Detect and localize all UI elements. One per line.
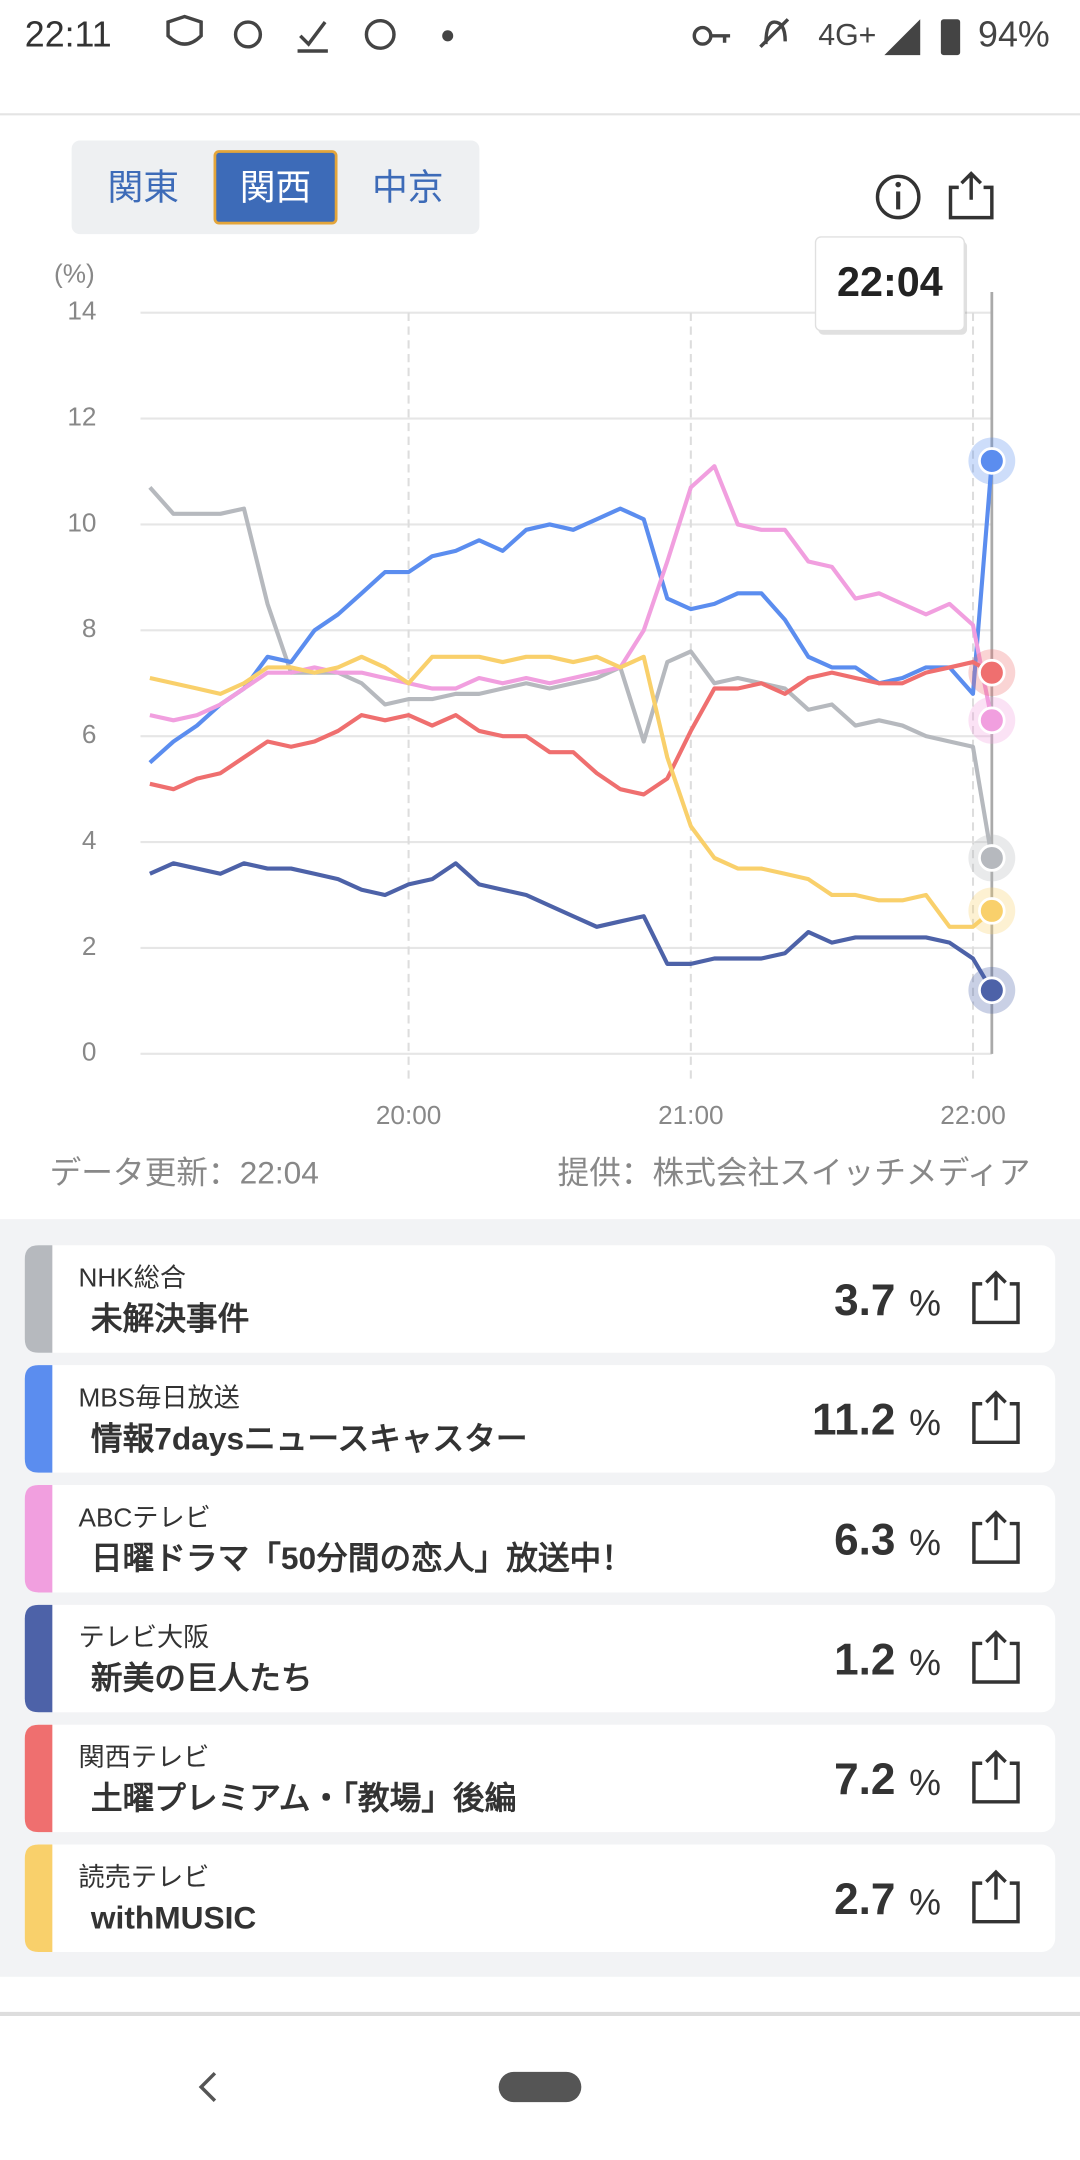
- status-battery: 94%: [978, 15, 1050, 55]
- tab-label[interactable]: 中京: [372, 168, 444, 208]
- update-time: データ更新：22:04: [50, 1154, 319, 1190]
- station-name: MBS毎日放送: [79, 1382, 240, 1412]
- tooltip: [814, 236, 965, 332]
- series-line: [149, 464, 994, 723]
- y-tick-label: 4: [82, 825, 97, 855]
- y-axis-label: (%): [54, 258, 95, 288]
- card: [24, 1245, 1056, 1353]
- status-dot: [442, 30, 454, 42]
- end-marker: [978, 658, 1006, 687]
- card-share[interactable]: [972, 1869, 1020, 1924]
- station-name: テレビ大阪: [79, 1622, 210, 1652]
- y-tick-label: 6: [82, 719, 97, 749]
- rating-value: 2.7: [834, 1875, 895, 1924]
- info-button[interactable]: [875, 174, 921, 220]
- color-bar: [24, 1724, 53, 1833]
- station-name: 関西テレビ: [79, 1742, 210, 1772]
- provider: 提供：株式会社スイッチメディア: [558, 1154, 1031, 1190]
- channel-card[interactable]: 読売テレビ withMUSIC 2.7%: [24, 1844, 1056, 1952]
- card-share[interactable]: [972, 1510, 1020, 1564]
- rating-unit: %: [909, 1403, 941, 1443]
- color-bar: [24, 1844, 53, 1952]
- program-title: 土曜プレミアム・「教場」後編: [91, 1780, 516, 1816]
- end-marker: [978, 447, 1006, 475]
- rating-value: 3.7: [834, 1276, 895, 1325]
- tab-label[interactable]: 関東: [107, 168, 179, 208]
- series-line: [149, 659, 993, 797]
- status-right-icons: [692, 18, 790, 49]
- y-tick-label: 0: [82, 1037, 97, 1067]
- nav-home[interactable]: [498, 2071, 582, 2103]
- color-bar: [24, 1604, 53, 1713]
- card: [24, 1724, 1056, 1833]
- y-tick-label: 12: [67, 401, 96, 431]
- rating-value: 11.2: [812, 1396, 895, 1445]
- color-bar: [24, 1365, 53, 1473]
- end-marker: [978, 844, 1006, 872]
- share-button[interactable]: [948, 171, 994, 220]
- y-tick-label: 8: [82, 613, 97, 643]
- card-share[interactable]: [972, 1390, 1020, 1445]
- card: [24, 1485, 1056, 1593]
- color-bar: [24, 1485, 53, 1593]
- series-line: [148, 460, 994, 765]
- station-name: ABCテレビ: [79, 1502, 211, 1532]
- status-time: 22:11: [25, 15, 112, 55]
- rating-unit: %: [909, 1523, 941, 1563]
- nav-back[interactable]: [198, 2071, 217, 2102]
- card: [24, 1365, 1056, 1473]
- card: [24, 1844, 1056, 1952]
- series-line: [149, 861, 994, 992]
- program-title: 情報7daysニュースキャスター: [91, 1420, 528, 1456]
- card-share[interactable]: [972, 1629, 1020, 1684]
- y-tick-label: 10: [67, 507, 96, 537]
- status-icons: [166, 14, 396, 53]
- program-title: 日曜ドラマ「50分間の恋人」放送中！: [91, 1540, 633, 1576]
- series-line: [149, 654, 994, 929]
- rating-value: 7.2: [834, 1755, 895, 1804]
- rating-unit: %: [909, 1763, 941, 1803]
- tab-label[interactable]: 関西: [240, 168, 312, 208]
- y-tick-label: 2: [82, 931, 97, 961]
- end-marker: [978, 897, 1006, 925]
- color-bar: [24, 1245, 53, 1353]
- y-tick-label: 14: [67, 296, 96, 326]
- program-title: 新美の巨人たち: [91, 1660, 313, 1696]
- rating-value: 1.2: [834, 1635, 895, 1684]
- program-title: withMUSIC: [90, 1900, 256, 1936]
- tab-selected[interactable]: [213, 150, 338, 225]
- end-marker: [978, 706, 1006, 735]
- rating-unit: %: [909, 1283, 941, 1323]
- signal-icon: [884, 19, 921, 56]
- card: [24, 1604, 1056, 1713]
- station-name: NHK総合: [79, 1263, 187, 1293]
- end-marker: [978, 976, 1006, 1005]
- rating-unit: %: [909, 1643, 941, 1683]
- x-tick-label: 21:00: [658, 1100, 723, 1130]
- card-share[interactable]: [972, 1749, 1020, 1804]
- rating-unit: %: [909, 1883, 941, 1923]
- x-tick-label: 22:00: [940, 1100, 1005, 1130]
- program-title: 未解決事件: [91, 1300, 249, 1336]
- card-share[interactable]: [972, 1270, 1020, 1325]
- tooltip-time: 22:04: [837, 259, 943, 305]
- status-network: 4G+: [818, 19, 876, 52]
- station-name: 読売テレビ: [79, 1862, 210, 1892]
- rating-value: 6.3: [834, 1515, 895, 1564]
- x-tick-label: 20:00: [376, 1100, 441, 1130]
- battery-icon: [940, 19, 961, 56]
